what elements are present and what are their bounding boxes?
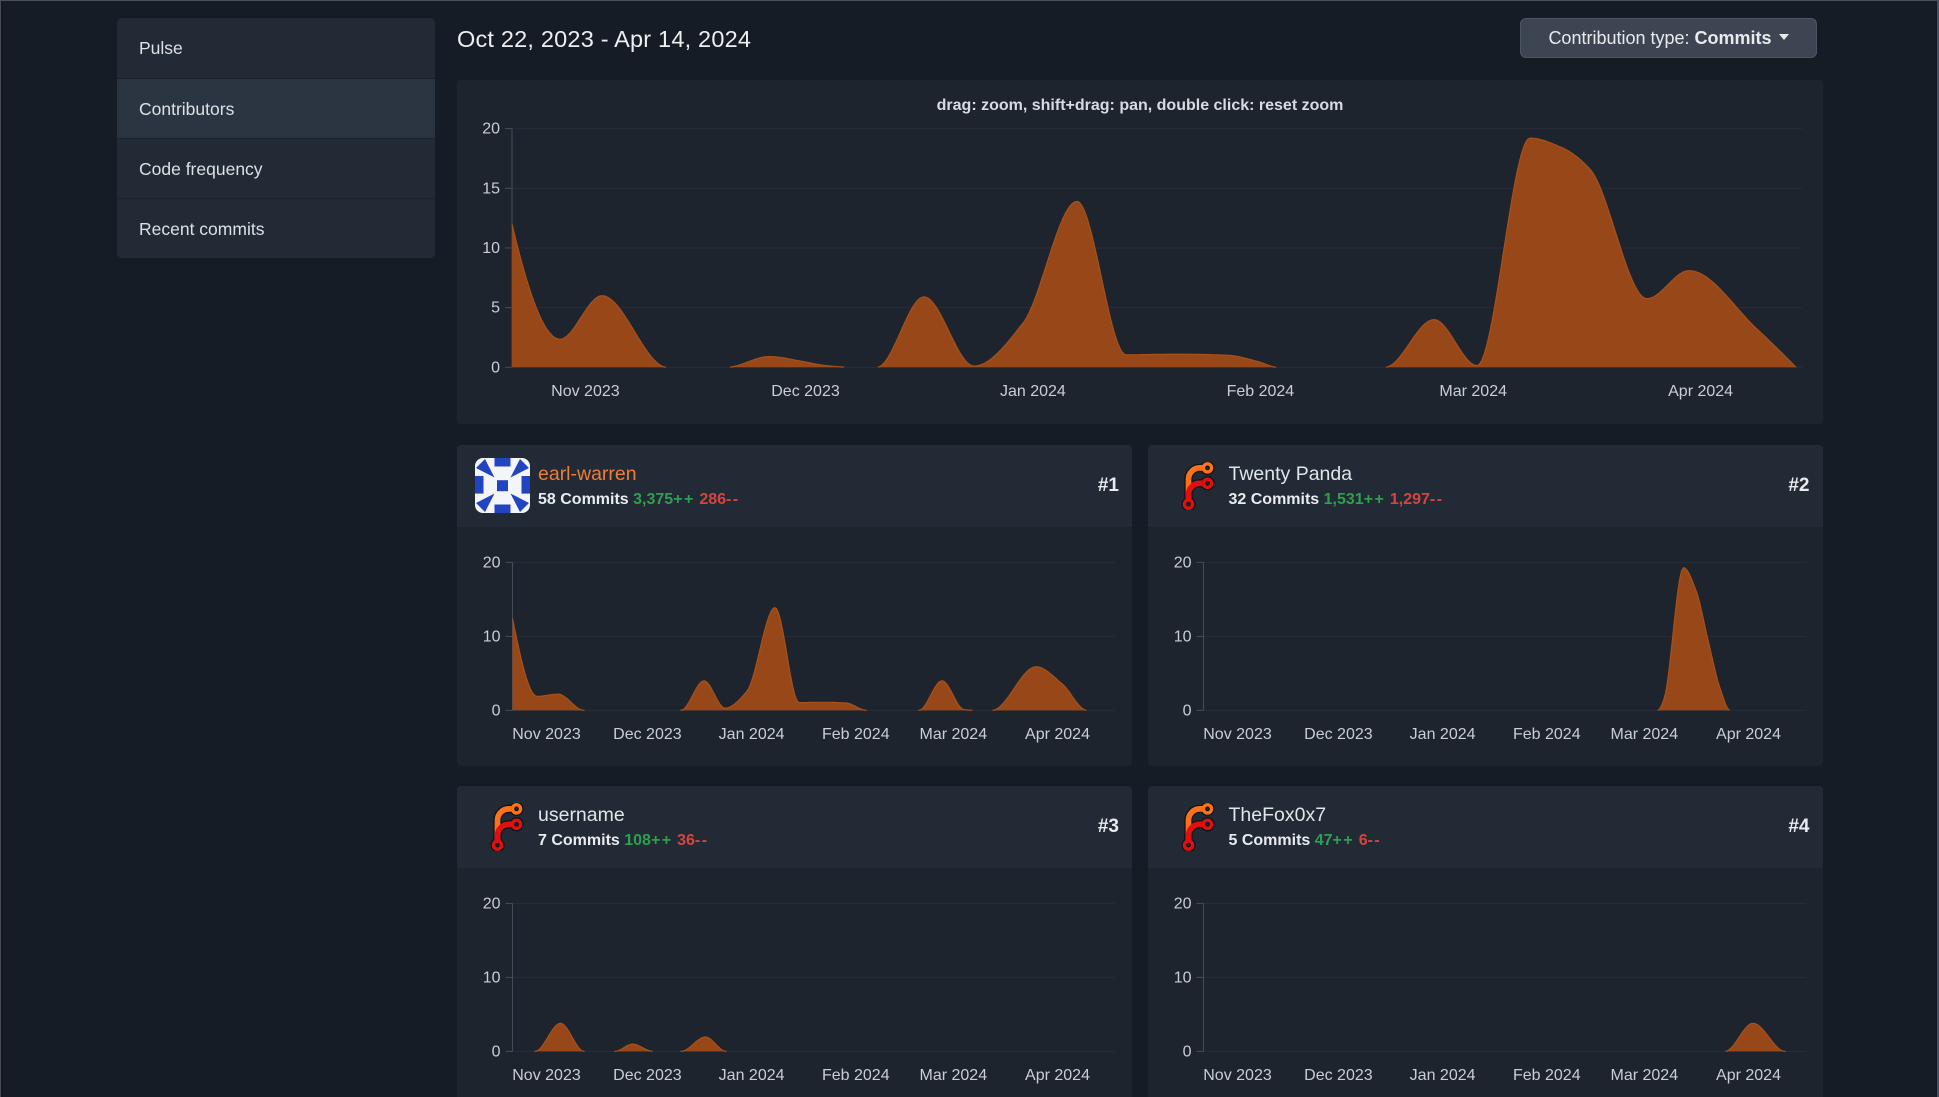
svg-text:Feb 2024: Feb 2024 bbox=[1512, 1067, 1580, 1084]
svg-text:15: 15 bbox=[482, 180, 500, 197]
svg-text:0: 0 bbox=[1182, 1043, 1191, 1060]
svg-text:Jan 2024: Jan 2024 bbox=[1409, 1067, 1475, 1084]
svg-text:Jan 2024: Jan 2024 bbox=[1000, 383, 1066, 400]
svg-text:0: 0 bbox=[492, 1043, 501, 1060]
svg-text:Feb 2024: Feb 2024 bbox=[822, 726, 890, 743]
svg-text:Jan 2024: Jan 2024 bbox=[1409, 726, 1475, 743]
svg-text:drag: zoom, shift+drag: pan, d: drag: zoom, shift+drag: pan, double clic… bbox=[937, 97, 1344, 114]
svg-text:20: 20 bbox=[483, 895, 501, 912]
svg-text:Apr 2024: Apr 2024 bbox=[1668, 383, 1733, 400]
svg-text:20: 20 bbox=[1173, 554, 1191, 571]
svg-text:0: 0 bbox=[1182, 702, 1191, 719]
svg-text:Mar 2024: Mar 2024 bbox=[920, 726, 988, 743]
svg-text:Nov 2023: Nov 2023 bbox=[1203, 1067, 1272, 1084]
svg-text:Dec 2023: Dec 2023 bbox=[613, 726, 682, 743]
svg-text:Nov 2023: Nov 2023 bbox=[512, 726, 581, 743]
svg-text:5: 5 bbox=[491, 300, 500, 317]
svg-text:Mar 2024: Mar 2024 bbox=[1610, 726, 1678, 743]
svg-text:Nov 2023: Nov 2023 bbox=[1203, 726, 1272, 743]
svg-text:Dec 2023: Dec 2023 bbox=[1304, 1067, 1373, 1084]
svg-text:Feb 2024: Feb 2024 bbox=[1227, 383, 1295, 400]
svg-text:Nov 2023: Nov 2023 bbox=[512, 1067, 581, 1084]
svg-text:10: 10 bbox=[1173, 969, 1191, 986]
svg-text:10: 10 bbox=[1173, 628, 1191, 645]
svg-text:0: 0 bbox=[491, 359, 500, 376]
svg-text:0: 0 bbox=[492, 702, 501, 719]
svg-text:Nov 2023: Nov 2023 bbox=[551, 383, 620, 400]
svg-text:Apr 2024: Apr 2024 bbox=[1716, 726, 1781, 743]
svg-text:Dec 2023: Dec 2023 bbox=[613, 1067, 682, 1084]
svg-text:Apr 2024: Apr 2024 bbox=[1025, 726, 1090, 743]
svg-text:Apr 2024: Apr 2024 bbox=[1025, 1067, 1090, 1084]
svg-text:20: 20 bbox=[482, 121, 500, 138]
svg-text:Feb 2024: Feb 2024 bbox=[1512, 726, 1580, 743]
svg-text:Mar 2024: Mar 2024 bbox=[1610, 1067, 1678, 1084]
svg-text:Mar 2024: Mar 2024 bbox=[1439, 383, 1507, 400]
svg-text:Jan 2024: Jan 2024 bbox=[719, 1067, 785, 1084]
svg-text:Feb 2024: Feb 2024 bbox=[822, 1067, 890, 1084]
svg-text:10: 10 bbox=[482, 240, 500, 257]
svg-text:Dec 2023: Dec 2023 bbox=[771, 383, 840, 400]
svg-text:Dec 2023: Dec 2023 bbox=[1304, 726, 1373, 743]
svg-text:Mar 2024: Mar 2024 bbox=[920, 1067, 988, 1084]
svg-text:10: 10 bbox=[483, 628, 501, 645]
svg-text:Apr 2024: Apr 2024 bbox=[1716, 1067, 1781, 1084]
svg-text:20: 20 bbox=[1173, 895, 1191, 912]
svg-text:10: 10 bbox=[483, 969, 501, 986]
svg-text:20: 20 bbox=[483, 554, 501, 571]
svg-text:Jan 2024: Jan 2024 bbox=[719, 726, 785, 743]
